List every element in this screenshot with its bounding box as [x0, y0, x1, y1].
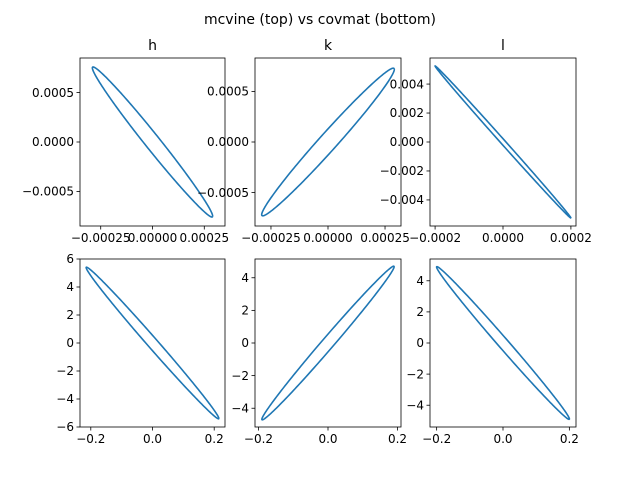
series-line-1 — [260, 67, 396, 217]
x-tick-label: −0.2 — [76, 432, 105, 446]
x-tick-label: 0.0002 — [550, 231, 592, 245]
series-line-1 — [434, 65, 572, 219]
y-tick-label: 0 — [241, 336, 249, 350]
x-tick-label: 0.2 — [560, 432, 579, 446]
y-tick-label: 4 — [416, 274, 424, 288]
y-tick-label: −6 — [56, 420, 74, 434]
y-tick-label: 2 — [241, 304, 249, 318]
subplot-2: k −0.00025 0.00000 0.00025 −0.0005 0.0000 0.00… — [197, 38, 410, 245]
series-line-1 — [261, 265, 395, 421]
x-tick-label: −0.2 — [244, 432, 273, 446]
y-tick-label: 4 — [66, 280, 74, 294]
subplot-4: −0.2 0.0 0.2 −6 −4 −2 0 2 4 6 — [56, 252, 226, 446]
y-tick-label: 4 — [241, 271, 249, 285]
subplot-5: −0.2 0.0 0.2 −4 −2 0 2 4 — [231, 258, 407, 446]
subplot-title: k — [324, 38, 333, 54]
y-tick-label: 0.0005 — [32, 86, 74, 100]
x-tick-label: 0.00000 — [303, 231, 353, 245]
y-tick-label: 0 — [416, 336, 424, 350]
series-line-1 — [435, 265, 571, 421]
subplot-title: h — [148, 38, 157, 54]
y-tick-label: −4 — [231, 401, 249, 415]
y-tick-label: −2 — [406, 367, 424, 381]
y-tick-label: −0.002 — [380, 164, 424, 178]
y-tick-label: −0.0005 — [22, 185, 74, 199]
y-tick-label: −4 — [406, 398, 424, 412]
x-tick-label: 0.0 — [143, 432, 162, 446]
y-tick-label: 0.000 — [390, 135, 424, 149]
y-tick-label: −0.0005 — [197, 186, 249, 200]
x-tick-label: −0.0002 — [409, 231, 461, 245]
x-tick-label: −0.00025 — [241, 231, 301, 245]
y-tick-label: 6 — [66, 252, 74, 266]
subplot-3: l −0.0002 0.0000 0.0002 −0.004 −0.002 0.000 0.0… — [380, 38, 592, 245]
subplot-6: −0.2 0.0 0.2 −4 −2 0 2 4 — [406, 258, 579, 446]
y-tick-label: 0.0005 — [207, 85, 249, 99]
x-tick-label: 0.2 — [205, 432, 224, 446]
y-tick-label: 0.004 — [390, 77, 424, 91]
subplot-title: l — [501, 38, 505, 54]
y-tick-label: −0.004 — [380, 193, 424, 207]
y-tick-label: −2 — [231, 369, 249, 383]
figure-suptitle: mcvine (top) vs covmat (bottom) — [204, 12, 436, 28]
x-tick-label: −0.00025 — [71, 231, 131, 245]
y-tick-label: 0.002 — [390, 106, 424, 120]
series-line-1 — [91, 66, 214, 218]
x-tick-label: 0.00000 — [128, 231, 178, 245]
y-tick-label: 0 — [66, 336, 74, 350]
series-line-1 — [85, 266, 220, 420]
x-tick-label: 0.0 — [318, 432, 337, 446]
y-tick-label: 0.0000 — [207, 135, 249, 149]
y-tick-label: 2 — [416, 305, 424, 319]
x-tick-label: 0.2 — [388, 432, 407, 446]
y-tick-label: 0.0000 — [32, 135, 74, 149]
x-tick-label: 0.00025 — [360, 231, 410, 245]
x-tick-label: 0.00025 — [179, 231, 229, 245]
x-tick-label: 0.0 — [493, 432, 512, 446]
x-tick-label: −0.2 — [422, 432, 451, 446]
y-tick-label: −4 — [56, 392, 74, 406]
y-tick-label: 2 — [66, 308, 74, 322]
x-tick-label: 0.0000 — [482, 231, 524, 245]
y-tick-label: −2 — [56, 364, 74, 378]
